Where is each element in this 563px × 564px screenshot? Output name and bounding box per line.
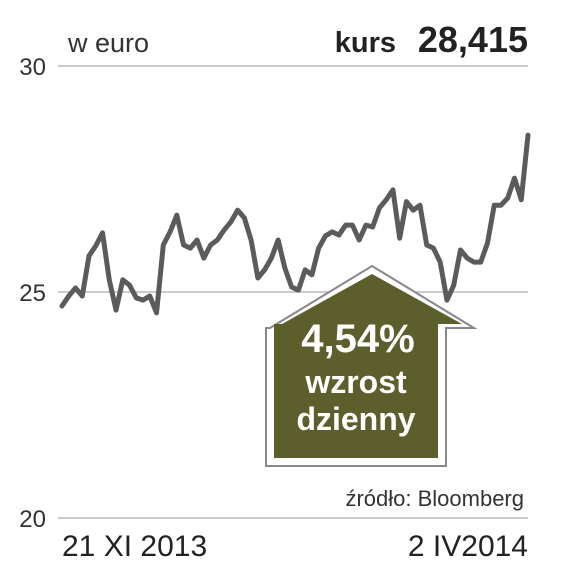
y-tick-label: 20: [19, 506, 46, 533]
x-tick-label: 21 XI 2013: [62, 530, 207, 563]
y-tick-label: 25: [19, 280, 46, 307]
line: [59, 132, 531, 316]
x-tick-label: 2 IV2014: [408, 530, 528, 563]
change-text: dzienny: [296, 401, 415, 437]
price-label: kurs: [335, 27, 396, 59]
plot: 20 25 30 21 XI 2013 2 IV2014: [19, 54, 531, 563]
price-value: 28,415: [418, 19, 528, 60]
y-tick-label: 30: [19, 54, 46, 81]
change-value: 4,54%: [301, 317, 414, 361]
unit-label: w euro: [67, 28, 149, 58]
arrow: [274, 274, 462, 458]
source: źródło: Bloomberg: [345, 486, 524, 511]
change-text: wzrost: [304, 364, 407, 400]
